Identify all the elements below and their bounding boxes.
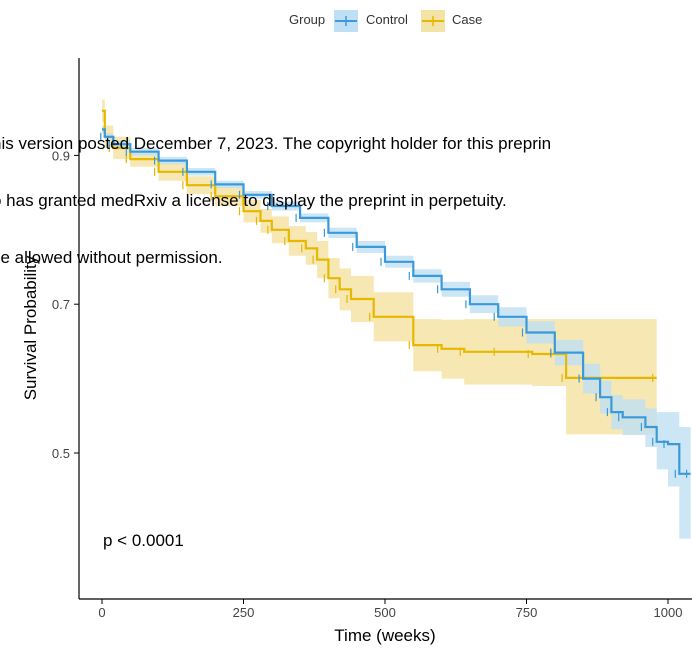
legend-title: Group xyxy=(289,12,325,27)
case-survival-line xyxy=(102,109,657,379)
legend: Group Control Case xyxy=(289,10,482,32)
x-tick-label: 250 xyxy=(233,605,255,620)
legend-label-control: Control xyxy=(366,12,408,27)
watermark-line-1: his version posted December 7, 2023. The… xyxy=(0,134,552,153)
watermark-line-2: o has granted medRxiv a license to displ… xyxy=(0,191,507,210)
x-tick-label: 500 xyxy=(374,605,396,620)
y-axis-title: Survival Probability xyxy=(21,255,40,400)
x-tick-label: 750 xyxy=(516,605,538,620)
control-survival-line xyxy=(102,128,691,475)
y-tick-label: 0.5 xyxy=(52,446,70,461)
x-tick-label: 0 xyxy=(98,605,105,620)
x-axis-title: Time (weeks) xyxy=(334,626,435,645)
plot-area xyxy=(100,99,691,539)
y-tick-label: 0.7 xyxy=(52,297,70,312)
control-censor-marks xyxy=(100,132,688,478)
y-tick-label: 0.9 xyxy=(52,148,70,163)
x-tick-label: 1000 xyxy=(654,605,683,620)
watermark-line-3: se allowed without permission. xyxy=(0,248,223,267)
legend-label-case: Case xyxy=(452,12,482,27)
x-ticks: 0 250 500 750 1000 xyxy=(98,599,682,620)
p-value-annotation: p < 0.0001 xyxy=(103,531,184,550)
preprint-watermark: his version posted December 7, 2023. The… xyxy=(0,96,692,286)
y-ticks: 0.5 0.7 0.9 xyxy=(52,148,79,461)
